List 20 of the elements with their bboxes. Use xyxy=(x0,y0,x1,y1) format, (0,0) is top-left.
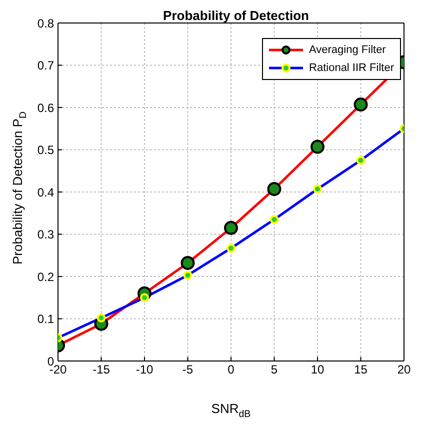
y-tick-label: 0.1 xyxy=(37,312,54,326)
x-tick-label: 20 xyxy=(397,362,411,377)
x-tick-label: 0 xyxy=(228,362,235,377)
x-tick-label: -15 xyxy=(92,362,110,377)
y-tick-label: 0.3 xyxy=(37,228,54,242)
x-tick-label: 10 xyxy=(310,362,324,377)
y-tick-label: 0.8 xyxy=(37,16,54,30)
y-tick-label: 0.2 xyxy=(37,270,54,284)
x-tick-label: -10 xyxy=(136,362,154,377)
y-tick-label: 0.7 xyxy=(37,58,54,73)
legend-label: Averaging Filter xyxy=(309,44,386,56)
chart-title: Probability of Detection xyxy=(163,8,310,23)
y-tick-label: 0.5 xyxy=(37,143,54,158)
x-axis-title: SNR$_{dB}$ xyxy=(211,401,251,420)
y-tick-label: 0.4 xyxy=(37,185,54,200)
y-tick-label: 0.6 xyxy=(37,100,54,115)
legend-label: Rational IIR Filter xyxy=(309,62,394,74)
x-tick-label: 15 xyxy=(354,362,368,377)
x-tick-label: -5 xyxy=(182,362,194,377)
x-tick-label: 5 xyxy=(270,362,278,377)
